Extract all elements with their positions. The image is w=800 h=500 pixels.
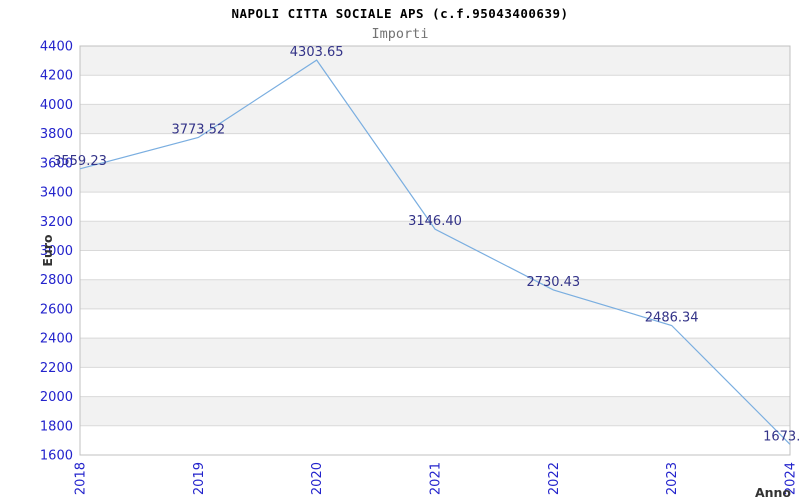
y-tick-label: 2800	[40, 273, 73, 288]
x-tick-label: 2024	[784, 462, 799, 495]
y-tick-label: 3200	[40, 215, 73, 230]
point-label: 2486.34	[645, 311, 699, 326]
y-tick-label: 2200	[40, 361, 73, 376]
y-tick-label: 2400	[40, 332, 73, 347]
x-tick-label: 2020	[310, 462, 325, 495]
chart-subtitle: Importi	[371, 26, 429, 42]
grid-band	[80, 396, 790, 426]
grid-band	[80, 279, 790, 309]
point-label: 3773.52	[171, 123, 225, 138]
x-tick-label: 2018	[74, 462, 89, 495]
y-tick-label: 4400	[40, 40, 73, 55]
x-tick-label: 2019	[192, 462, 207, 495]
y-tick-label: 1800	[40, 419, 73, 434]
grid-band	[80, 104, 790, 134]
x-tick-label: 2021	[429, 462, 444, 495]
point-label: 3559.23	[53, 154, 107, 169]
grid-band	[80, 162, 790, 193]
point-label: 2730.43	[526, 275, 580, 290]
grid-band	[80, 338, 790, 368]
y-tick-label: 3400	[40, 186, 73, 201]
plot-border	[79, 45, 791, 456]
grid-band	[80, 221, 790, 251]
y-tick-label: 2000	[40, 390, 73, 405]
y-tick-label: 3000	[40, 244, 73, 259]
grid-band	[80, 46, 790, 76]
x-axis-title: Anno	[755, 485, 791, 500]
point-label: 1673.00	[763, 429, 800, 444]
y-tick-label: 4000	[40, 98, 73, 113]
point-label: 4303.65	[290, 45, 344, 60]
y-tick-label: 4200	[40, 69, 73, 84]
x-tick-label: 2023	[665, 462, 680, 495]
point-label: 3146.40	[408, 214, 462, 229]
y-tick-label: 2600	[40, 302, 73, 317]
y-tick-label: 3600	[40, 156, 73, 171]
y-tick-label: 3800	[40, 127, 73, 142]
x-tick-label: 2022	[547, 462, 562, 495]
chart-title: NAPOLI CITTA SOCIALE APS (c.f.9504340063…	[231, 6, 569, 21]
y-tick-label: 1600	[40, 449, 73, 464]
y-axis-title: Euro	[40, 234, 55, 267]
series-line	[79, 59, 791, 445]
